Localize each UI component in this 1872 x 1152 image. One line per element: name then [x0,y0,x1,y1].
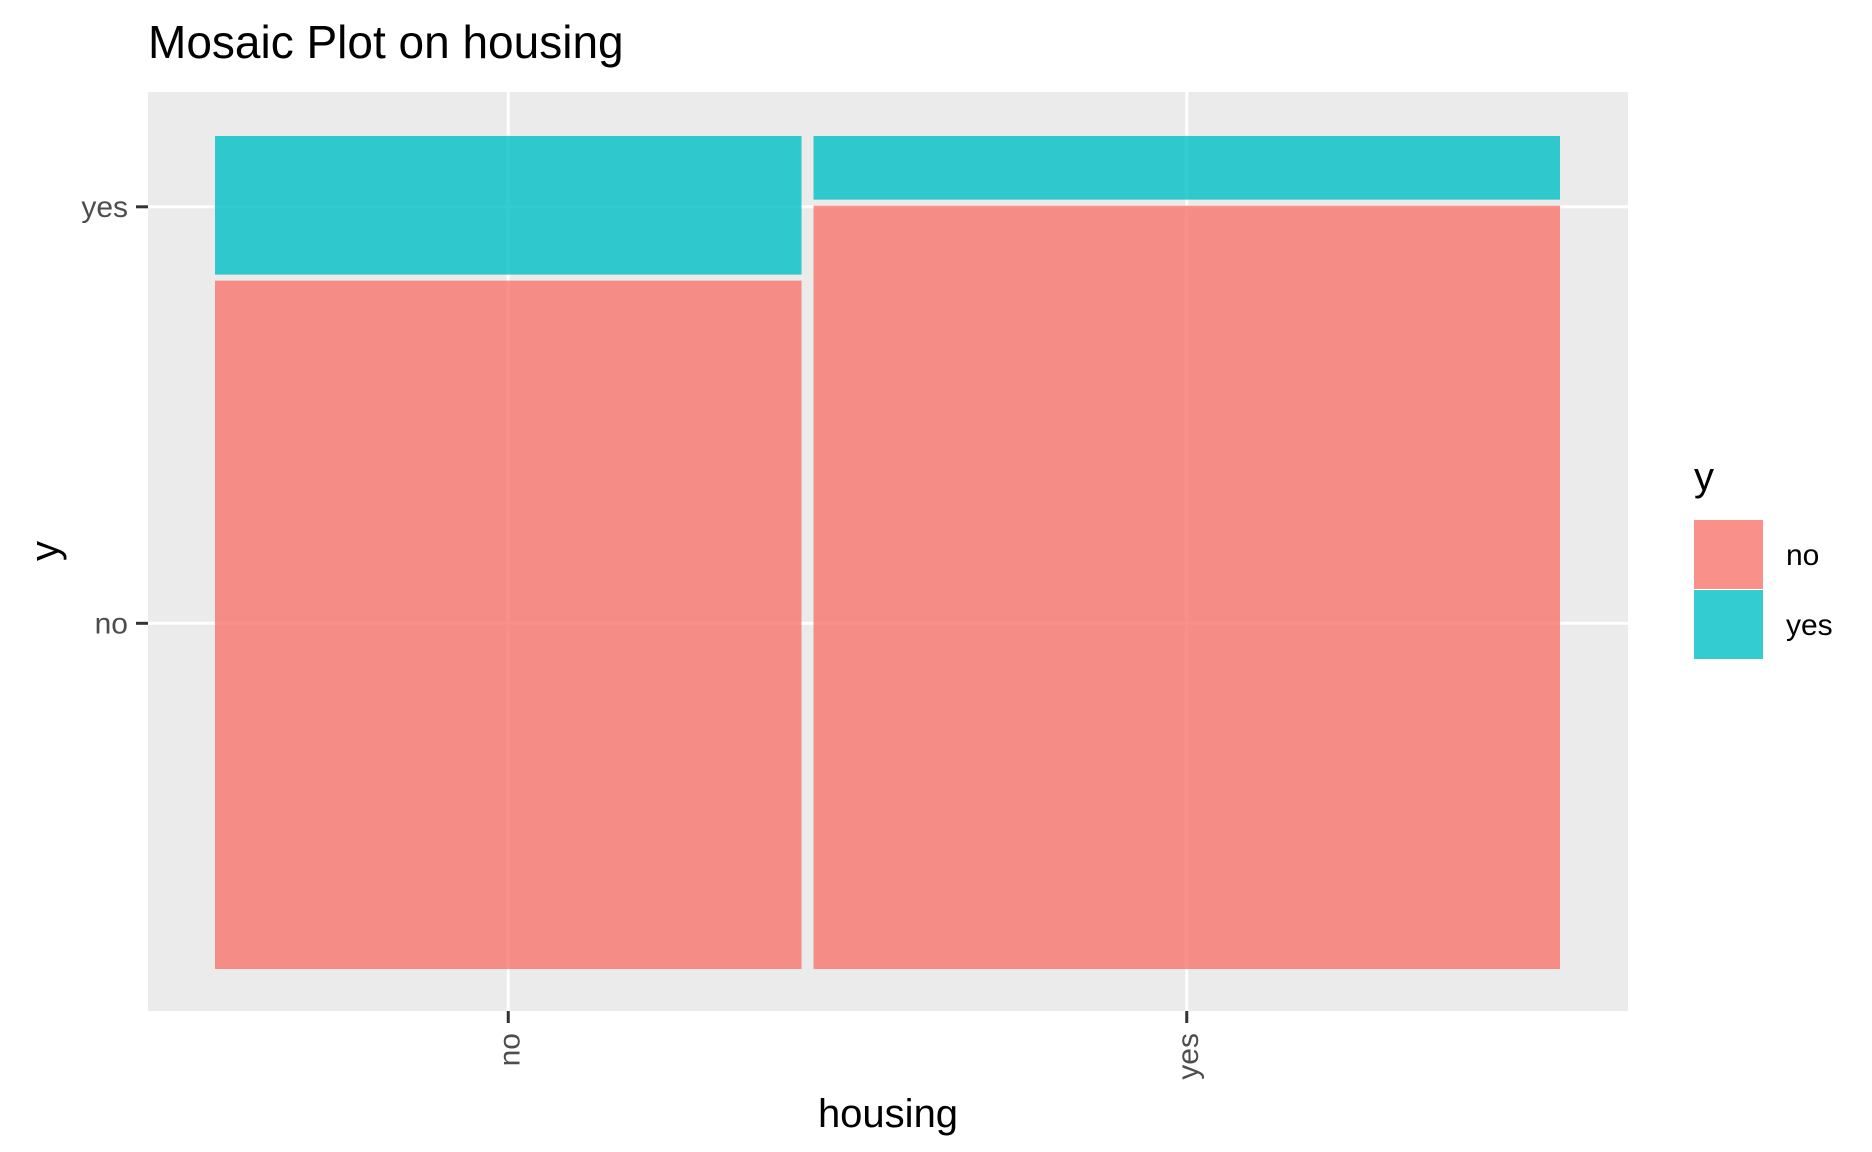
legend-title: y [1694,455,1714,499]
legend: y no yes [1694,455,1833,659]
mosaic-tile-no-yes [215,136,802,275]
legend-key-yes [1694,590,1763,659]
y-tick-label-yes: yes [81,191,128,224]
legend-label-no: no [1786,539,1819,572]
y-axis-title: y [23,541,67,561]
chart-title: Mosaic Plot on housing [148,16,624,68]
legend-key-no [1694,520,1763,589]
x-axis-title: housing [818,1092,958,1136]
mosaic-tile-yes-yes [813,136,1560,200]
axes: no yes no yes [81,191,1204,1080]
mosaic-tile-yes-no [813,205,1560,969]
mosaic-tile-no-no [215,280,802,969]
y-tick-label-no: no [95,607,128,640]
mosaic-tiles [215,136,1560,969]
legend-label-yes: yes [1786,609,1833,642]
x-tick-label-no: no [493,1033,526,1066]
x-tick-label-yes: yes [1172,1033,1205,1080]
